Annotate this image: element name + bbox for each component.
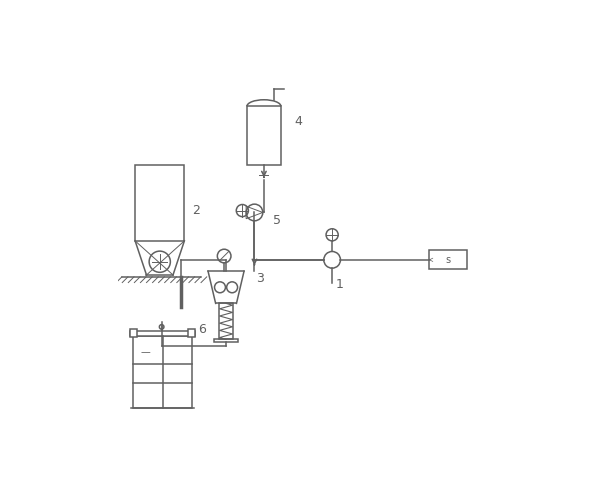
Text: 6: 6: [197, 323, 206, 337]
Bar: [188, 329, 195, 338]
Text: 4: 4: [294, 115, 302, 128]
Text: —: —: [140, 347, 150, 357]
Text: 3: 3: [256, 272, 264, 285]
Bar: [133, 336, 192, 407]
Bar: [429, 250, 467, 269]
Text: 2: 2: [192, 204, 200, 217]
Text: s: s: [445, 255, 450, 265]
Bar: [130, 331, 195, 336]
Bar: [247, 106, 281, 165]
Bar: [214, 339, 238, 342]
Bar: [135, 165, 184, 241]
Bar: [219, 304, 233, 339]
Text: 5: 5: [274, 214, 281, 226]
Text: 1: 1: [336, 278, 344, 291]
Bar: [130, 329, 137, 338]
